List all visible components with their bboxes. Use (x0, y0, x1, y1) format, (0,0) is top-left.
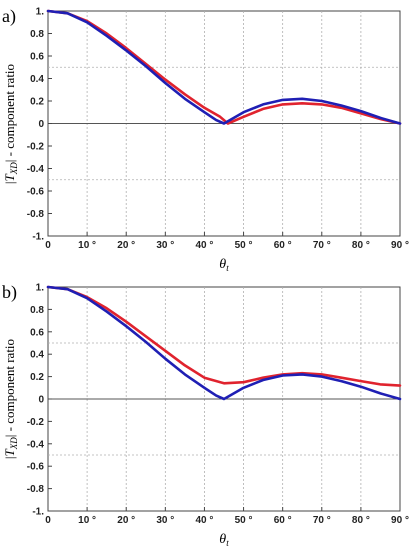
x-axis-label: θt (219, 257, 229, 273)
x-tick-label: 90 ° (391, 515, 409, 526)
y-tick-label: -0.6 (27, 462, 45, 473)
y-tick-label: 1. (36, 7, 45, 18)
x-tick-label: 80 ° (352, 515, 370, 526)
x-tick-label: 10 ° (78, 515, 96, 526)
x-tick-label: 30 ° (156, 515, 174, 526)
y-tick-label: 1. (36, 283, 45, 294)
chart-panel-a: 1.0.80.60.40.20-0.2-0.4-0.6-0.8-1.0 10 ° 2… (2, 6, 409, 273)
x-tick-label: 80 ° (352, 240, 370, 251)
y-tick-label: -0.2 (27, 142, 45, 153)
y-tick-label: -0.4 (27, 439, 45, 450)
y-tick-label: 0.8 (30, 305, 44, 316)
y-tick-label: -1. (32, 232, 44, 243)
x-tick-label: 50 ° (235, 515, 253, 526)
y-tick-label: -0.8 (27, 209, 45, 220)
x-tick-label: 70 ° (313, 240, 331, 251)
x-tick-label: 20 ° (117, 515, 135, 526)
y-tick-label: 0.6 (30, 327, 44, 338)
y-tick-label: 0.2 (30, 372, 44, 383)
x-tick-label: 60 ° (274, 240, 292, 251)
y-tick-label: 0.6 (30, 52, 44, 63)
y-tick-label: 0.4 (30, 350, 44, 361)
y-tick-label: 0.2 (30, 97, 44, 108)
x-tick-label: 30 ° (156, 240, 174, 251)
series-line-red (46, 9, 402, 125)
x-tick-label: 90 ° (391, 240, 409, 251)
x-tick-label: 0 (45, 240, 51, 251)
y-tick-label: -0.8 (27, 484, 45, 495)
y-tick-label: 0 (38, 119, 44, 130)
chart-panel-b: 1.0.80.60.40.20-0.2-0.4-0.6-0.8-1.0 10 ° 2… (2, 282, 409, 548)
x-tick-label: 20 ° (117, 240, 135, 251)
x-tick-label: 40 ° (195, 240, 213, 251)
y-tick-label: 0.8 (30, 29, 44, 40)
x-tick-label: 70 ° (313, 515, 331, 526)
y-tick-label: 0 (38, 395, 44, 406)
x-tick-label: 0 (45, 515, 51, 526)
panel-label: a) (2, 6, 16, 27)
x-axis-label: θt (219, 532, 229, 548)
y-tick-label: 0.4 (30, 74, 44, 85)
y-tick-label: -0.4 (27, 164, 45, 175)
series-line-blue (46, 285, 402, 401)
y-tick-label: -1. (32, 507, 44, 518)
y-axis-label: |TXD| - component ratio (2, 64, 19, 184)
series-line-red (46, 285, 402, 387)
y-tick-label: -0.2 (27, 417, 45, 428)
y-axis-label: |TXD| - component ratio (2, 339, 19, 459)
x-tick-label: 60 ° (274, 515, 292, 526)
y-tick-label: -0.6 (27, 187, 45, 198)
x-tick-label: 50 ° (235, 240, 253, 251)
series-line-blue (46, 9, 402, 125)
panel-label: b) (2, 282, 17, 303)
x-tick-label: 40 ° (195, 515, 213, 526)
x-tick-label: 10 ° (78, 240, 96, 251)
